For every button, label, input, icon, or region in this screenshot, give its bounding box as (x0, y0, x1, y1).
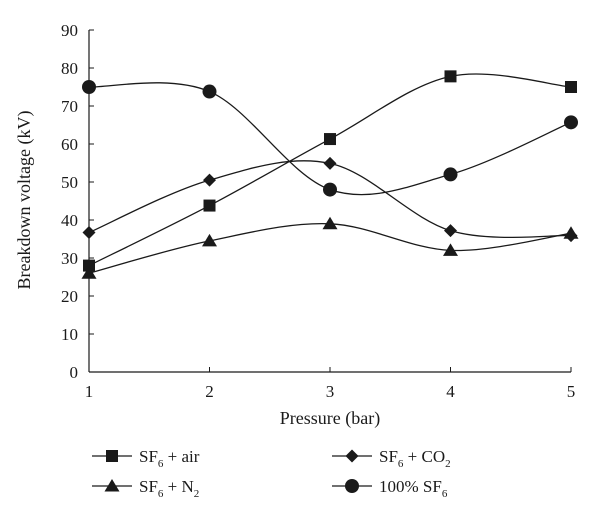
data-point-square (203, 199, 216, 212)
y-tick-label: 80 (61, 59, 78, 78)
y-tick-label: 30 (61, 249, 78, 268)
chart-axes (88, 30, 571, 373)
y-tick-label: 40 (61, 211, 78, 230)
data-point-square (565, 81, 577, 93)
chart-legend: SF6 + air SF6 + CO2 SF6 + N2 100% SF6 (92, 447, 451, 500)
legend-item: SF6 + air (92, 447, 200, 470)
x-tick-label: 1 (85, 382, 94, 401)
data-point-triangle (202, 233, 217, 247)
y-tick-label: 20 (61, 287, 78, 306)
x-tick-label: 3 (326, 382, 335, 401)
legend-item: SF6 + CO2 (332, 447, 451, 470)
y-tick-label: 70 (61, 97, 78, 116)
chart-ticks: 0 10 20 30 40 50 60 70 80 90 1 2 3 4 5 (61, 21, 575, 401)
legend-marker-triangle (104, 479, 120, 492)
series-layer (81, 70, 579, 279)
data-point-diamond (203, 173, 216, 187)
series-square (83, 70, 577, 272)
series-circle (82, 80, 578, 197)
data-point-circle (82, 80, 96, 94)
data-point-circle (443, 167, 458, 182)
data-point-square (83, 259, 95, 272)
data-point-diamond (82, 226, 96, 240)
x-tick-label: 4 (446, 382, 455, 401)
legend-item: 100% SF6 (332, 477, 448, 500)
y-tick-label: 90 (61, 21, 78, 40)
legend-label: 100% SF6 (379, 477, 448, 500)
legend-label: SF6 + CO2 (379, 447, 451, 470)
legend-label: SF6 + air (139, 447, 200, 470)
legend-label: SF6 + N2 (139, 477, 199, 500)
y-axis-title: Breakdown voltage (kV) (14, 111, 35, 290)
data-point-circle (202, 84, 217, 99)
data-point-circle (564, 115, 578, 130)
series-diamond (82, 156, 578, 243)
y-tick-label: 10 (61, 325, 78, 344)
data-point-triangle (443, 243, 458, 256)
legend-item: SF6 + N2 (92, 477, 199, 500)
x-axis-title: Pressure (bar) (280, 408, 380, 429)
series-triangle (81, 216, 579, 279)
data-point-triangle (563, 226, 579, 239)
data-point-circle (323, 182, 337, 197)
legend-marker-square (106, 450, 118, 462)
legend-marker-circle (345, 479, 359, 493)
y-tick-label: 50 (61, 173, 78, 192)
legend-marker-diamond (345, 449, 359, 463)
y-tick-label: 60 (61, 135, 78, 154)
data-point-triangle (322, 216, 338, 230)
data-point-square (444, 70, 457, 83)
data-point-diamond (323, 156, 337, 170)
data-point-diamond (444, 224, 457, 238)
data-point-square (324, 133, 336, 146)
series-line (88, 222, 572, 274)
data-point-triangle (81, 266, 97, 279)
x-tick-label: 5 (567, 382, 576, 401)
y-tick-label: 0 (70, 363, 79, 382)
x-tick-label: 2 (205, 382, 214, 401)
